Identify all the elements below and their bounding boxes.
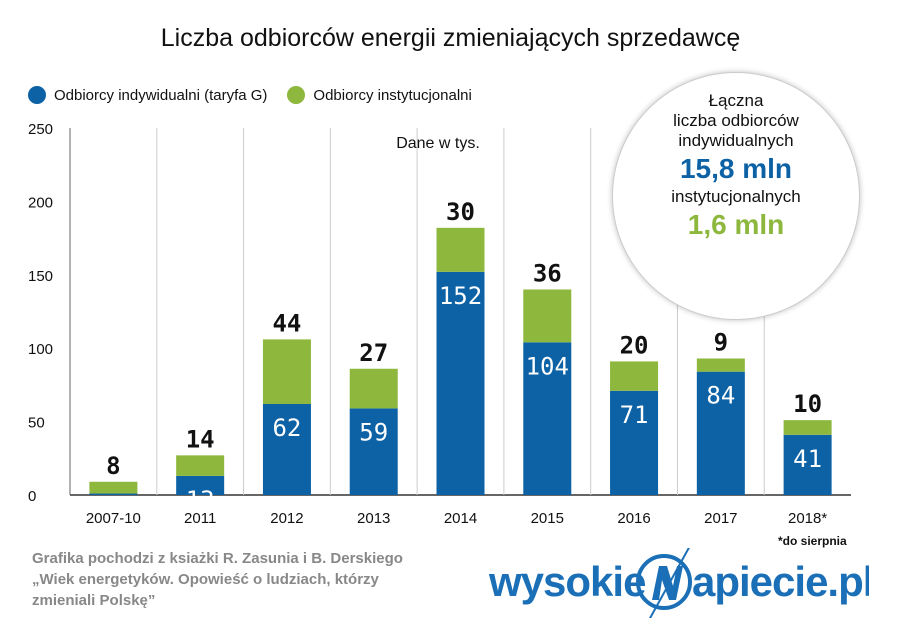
bar-institutional <box>436 227 485 272</box>
legend-swatch-individual <box>28 86 46 104</box>
bar-individual <box>523 342 572 495</box>
data-label-individual: 104 <box>526 352 569 380</box>
legend-label-individual: Odbiorcy indywidualni (taryfa G) <box>54 86 268 104</box>
y-tick-label: 0 <box>28 488 36 505</box>
bar-individual <box>696 371 745 495</box>
summary-line3: indywidualnych <box>678 131 794 150</box>
bar-institutional <box>262 339 311 404</box>
source-line: „Wiek energetyków. Opowieść o ludziach, … <box>32 571 379 588</box>
bar-individual <box>349 408 398 495</box>
data-label-individual: 59 <box>359 418 388 446</box>
x-tick-label: 2012 <box>270 510 303 527</box>
bar-individual <box>436 271 485 495</box>
summary-line4: instytucjonalnych <box>671 187 801 206</box>
source-line: Grafika pochodzi z ksiażki R. Zasunia i … <box>32 550 403 567</box>
y-tick-label: 250 <box>28 121 53 138</box>
bar-institutional <box>349 368 398 409</box>
data-label-individual: 152 <box>439 282 482 310</box>
bar-individual <box>783 434 832 495</box>
logo-graphic: wysokie apiecie.pl <box>488 543 874 621</box>
data-label-institutional: 10 <box>793 390 822 418</box>
y-tick-label: 200 <box>28 194 53 211</box>
unit-note: Dane w tys. <box>396 135 480 152</box>
legend-label-institutional: Odbiorcy instytucjonalni <box>313 86 472 104</box>
x-tick-label: 2007-10 <box>86 510 141 527</box>
data-label-individual: 71 <box>620 401 649 429</box>
bar-individual <box>262 403 311 495</box>
data-label-individual: 84 <box>706 382 735 410</box>
bar-individual <box>176 475 225 495</box>
x-tick-label: 2015 <box>531 510 564 527</box>
bar-individual <box>89 493 138 495</box>
legend-swatch-institutional <box>287 86 306 104</box>
legend: Odbiorcy indywidualni (taryfa G) Odbiorc… <box>28 86 472 104</box>
y-tick-label: 100 <box>28 341 53 358</box>
source-line: zmieniali Polskę” <box>32 592 156 609</box>
summary-line2: liczba odbiorców <box>673 111 799 130</box>
svg-text:apiecie.pl: apiecie.pl <box>692 558 869 605</box>
chart-title: Liczba odbiorców energii zmieniających s… <box>160 24 741 52</box>
data-label-individual: 13 <box>186 486 215 514</box>
x-tick-label: 2018* <box>788 510 827 527</box>
data-label-institutional: 36 <box>533 259 562 287</box>
source-note: Grafika pochodzi z ksiażki R. Zasunia i … <box>32 548 403 611</box>
data-label-individual: 62 <box>272 414 301 442</box>
x-tick-label: 2014 <box>444 510 477 527</box>
bar-institutional <box>696 358 745 372</box>
summary-line1: Łączna <box>708 91 764 110</box>
summary-individual-value: 15,8 mln <box>679 153 793 184</box>
data-label-institutional: 8 <box>106 452 120 480</box>
bar-institutional <box>783 420 832 435</box>
summary-circle: Łączna liczba odbiorców indywidualnych 1… <box>612 72 860 320</box>
summary-institutional-value: 1,6 mln <box>687 209 785 240</box>
data-label-institutional: 27 <box>359 339 388 367</box>
bar-institutional <box>610 361 659 391</box>
x-tick-label: 2016 <box>617 510 650 527</box>
bar-institutional <box>523 289 572 343</box>
x-tick-label: 2017 <box>704 510 737 527</box>
x-tick-label: 2013 <box>357 510 390 527</box>
logo: wysokie apiecie.pl <box>488 543 874 628</box>
svg-text:wysokie: wysokie <box>489 558 645 605</box>
bar-institutional <box>176 455 225 476</box>
y-tick-label: 50 <box>28 415 45 432</box>
data-label-individual: 41 <box>793 445 822 473</box>
bar-individual <box>610 390 659 495</box>
footnote: *do sierpnia <box>778 534 847 548</box>
data-label-institutional: 14 <box>186 425 215 453</box>
data-label-institutional: 9 <box>714 328 728 356</box>
bar-institutional <box>89 481 138 494</box>
data-label-institutional: 44 <box>272 309 301 337</box>
y-tick-label: 150 <box>28 268 53 285</box>
data-label-institutional: 30 <box>446 198 475 226</box>
data-label-institutional: 20 <box>620 331 649 359</box>
x-tick-label: 2011 <box>184 510 216 527</box>
